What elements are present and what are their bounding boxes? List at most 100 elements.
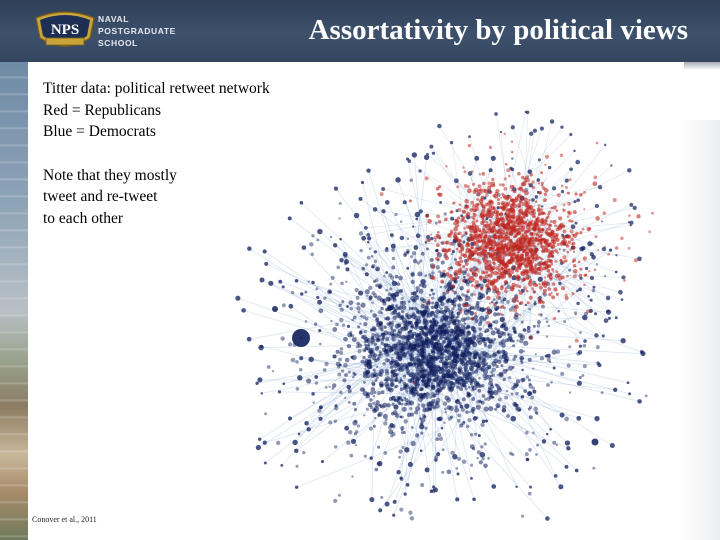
network-node: [400, 431, 404, 435]
network-node: [318, 405, 323, 410]
network-node: [470, 476, 473, 480]
network-node: [546, 357, 551, 362]
network-node: [484, 249, 488, 252]
network-node: [445, 366, 449, 370]
network-node: [437, 220, 442, 224]
network-edge: [407, 345, 432, 485]
network-node: [342, 251, 348, 257]
network-node: [458, 249, 463, 254]
network-node: [457, 239, 462, 244]
network-node: [531, 386, 535, 390]
network-node: [574, 192, 578, 196]
network-node: [317, 228, 323, 235]
network-node: [339, 257, 344, 263]
network-node: [449, 346, 454, 351]
network-edge: [257, 355, 396, 384]
network-node: [382, 337, 385, 340]
network-node: [366, 371, 370, 375]
network-node: [258, 437, 262, 441]
network-node: [373, 371, 377, 375]
network-node: [528, 391, 532, 396]
network-edge: [528, 186, 601, 201]
network-node: [465, 309, 469, 313]
network-node: [488, 145, 493, 150]
network-node: [452, 201, 456, 205]
network-node: [550, 262, 554, 266]
network-node: [528, 382, 532, 386]
network-edge: [450, 247, 584, 400]
network-node: [409, 314, 413, 318]
network-node: [386, 358, 391, 363]
network-node: [523, 340, 529, 346]
network-node: [483, 463, 488, 468]
network-node: [515, 406, 520, 411]
network-node: [527, 256, 531, 260]
network-node: [518, 291, 523, 296]
network-node: [566, 274, 569, 278]
network-node: [512, 189, 517, 194]
network-node: [380, 332, 385, 337]
network-node: [513, 314, 519, 320]
network-node: [477, 434, 481, 437]
network-node: [560, 125, 564, 129]
network-node: [385, 368, 389, 373]
network-node: [436, 258, 440, 262]
network-node: [627, 168, 632, 173]
network-node: [499, 316, 505, 323]
network-node: [433, 356, 437, 360]
network-node: [471, 317, 475, 321]
network-node: [470, 305, 475, 310]
network-node: [328, 385, 331, 388]
network-node: [482, 181, 486, 186]
network-node: [520, 395, 525, 399]
network-node: [506, 247, 511, 251]
network-node: [525, 375, 530, 379]
network-node: [503, 177, 507, 181]
network-node: [378, 322, 383, 327]
network-node: [402, 430, 406, 435]
network-node: [417, 271, 423, 277]
network-node: [465, 342, 470, 347]
network-node: [420, 353, 425, 357]
network-node: [393, 404, 399, 410]
network-node: [344, 373, 348, 377]
network-node: [311, 280, 315, 285]
network-node: [534, 247, 538, 251]
network-node: [398, 402, 402, 405]
network-node: [444, 395, 450, 401]
logo-wordmark: NAVAL POSTGRADUATE SCHOOL: [98, 13, 176, 49]
network-node: [545, 317, 548, 320]
network-node: [483, 234, 488, 239]
network-node: [410, 255, 414, 259]
network-node: [425, 247, 429, 251]
network-node: [525, 289, 529, 293]
network-node: [434, 372, 439, 377]
network-node: [400, 296, 404, 300]
network-node: [542, 261, 546, 265]
network-node: [553, 474, 558, 478]
network-node: [449, 354, 453, 358]
network-node: [486, 310, 491, 315]
network-node: [462, 240, 466, 244]
network-node: [500, 305, 505, 309]
network-node: [552, 366, 556, 370]
network-node: [459, 387, 464, 392]
network-node: [390, 379, 394, 384]
network-node: [362, 373, 368, 379]
network-node: [359, 322, 362, 325]
network-node: [390, 292, 396, 299]
network-node: [499, 286, 504, 290]
network-node: [383, 421, 388, 426]
network-node: [397, 312, 401, 316]
network-node: [464, 387, 468, 391]
network-node: [462, 372, 466, 376]
network-node: [411, 225, 415, 228]
network-node: [502, 377, 506, 382]
network-node: [512, 326, 516, 330]
network-node: [352, 420, 358, 426]
network-node: [540, 257, 544, 261]
network-node: [478, 376, 481, 380]
network-node: [529, 405, 533, 409]
network-node: [486, 295, 491, 301]
network-node: [302, 450, 306, 455]
